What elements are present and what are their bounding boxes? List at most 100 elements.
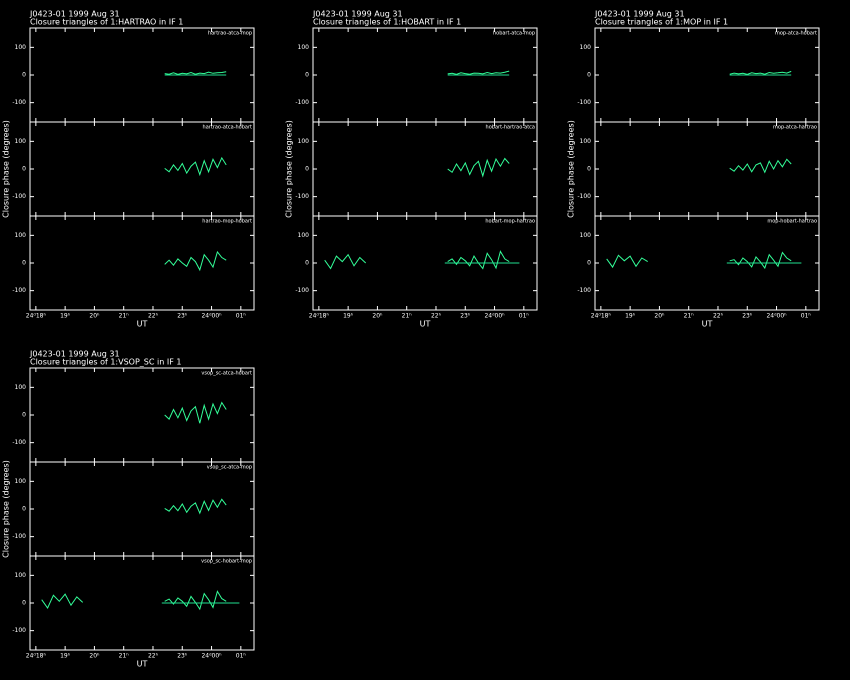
x-tick-label: 20ʰ (372, 313, 383, 320)
y-axis-label: Closure phase (degrees) (2, 120, 11, 218)
y-tick-label: 0 (587, 260, 591, 267)
y-tick-label: 100 (580, 44, 592, 51)
baseline-label: mop-atca-hartrao (773, 125, 817, 131)
chart-subtitle: Closure triangles of 1:VSOP_SC in IF 1 (30, 358, 181, 367)
x-tick-label: 20ʰ (89, 313, 100, 320)
chart-title: J0423-01 1999 Aug 31 (29, 10, 120, 19)
x-tick-label: 01ʰ (519, 313, 530, 320)
y-tick-label: 0 (587, 72, 591, 79)
data-line (164, 590, 227, 611)
baseline-label: vsop_sc-hobart-mop (201, 559, 252, 565)
y-tick-label: -100 (295, 99, 309, 106)
data-line (164, 156, 227, 177)
x-tick-label: 22ʰ (713, 313, 724, 320)
chart-title: J0423-01 1999 Aug 31 (29, 350, 120, 359)
x-tick-label: 20ʰ (89, 653, 100, 660)
y-tick-label: -100 (577, 287, 591, 294)
panel-frame (594, 121, 820, 217)
y-tick-label: -100 (12, 287, 26, 294)
y-tick-label: 0 (22, 506, 26, 513)
x-tick-label: 19ʰ (60, 653, 71, 660)
y-tick-label: -100 (12, 533, 26, 540)
x-tick-label: 23ʰ (742, 313, 753, 320)
y-tick-label: 0 (305, 166, 309, 173)
y-tick-label: 100 (298, 44, 310, 51)
x-tick-label: 24ᵈ18ʰ (26, 653, 47, 660)
x-tick-label: 01ʰ (236, 653, 247, 660)
data-line (324, 253, 367, 270)
y-tick-label: 100 (580, 232, 592, 239)
data-line (164, 401, 227, 424)
baseline-label: hobart-hartrao-atca (486, 125, 535, 131)
y-tick-label: 100 (15, 44, 27, 51)
x-tick-label: 22ʰ (148, 653, 159, 660)
y-tick-label: -100 (12, 193, 26, 200)
data-line (447, 250, 510, 270)
x-tick-label: 24ᵈ18ʰ (309, 313, 330, 320)
y-axis-label: Closure phase (degrees) (285, 120, 294, 218)
data-line (729, 251, 792, 270)
x-tick-label: 23ʰ (177, 313, 188, 320)
y-tick-label: 100 (298, 138, 310, 145)
data-line (41, 593, 84, 609)
y-tick-label: -100 (577, 99, 591, 106)
panel-frame (29, 461, 255, 557)
y-tick-label: 100 (15, 478, 27, 485)
baseline-label: hobart-atca-mop (493, 31, 535, 37)
baseline-label: mop-atca-hobart (775, 31, 817, 37)
x-tick-label: 24ᵈ18ʰ (26, 313, 47, 320)
y-tick-label: 0 (587, 166, 591, 173)
y-tick-label: 100 (15, 138, 27, 145)
data-line (729, 70, 792, 75)
chart-subtitle: Closure triangles of 1:MOP in IF 1 (595, 18, 728, 27)
x-tick-label: 01ʰ (236, 313, 247, 320)
baseline-label: hartrao-atca-hobart (203, 125, 252, 131)
baseline-label: hartrao-mop-hobart (202, 219, 252, 225)
y-tick-label: 0 (22, 166, 26, 173)
x-axis-label: UT (702, 320, 713, 329)
x-tick-label: 21ʰ (119, 653, 130, 660)
chart-subtitle: Closure triangles of 1:HARTRAO in IF 1 (30, 18, 183, 27)
x-tick-label: 24ᵈ18ʰ (591, 313, 612, 320)
x-tick-label: 19ʰ (625, 313, 636, 320)
x-tick-label: 01ʰ (801, 313, 812, 320)
x-tick-label: 20ʰ (654, 313, 665, 320)
data-line (729, 158, 792, 174)
data-line (447, 157, 510, 178)
y-tick-label: 100 (15, 232, 27, 239)
y-tick-label: -100 (295, 193, 309, 200)
panel-frame (312, 121, 538, 217)
y-tick-label: 0 (22, 600, 26, 607)
data-line (164, 71, 227, 75)
x-tick-label: 21ʰ (119, 313, 130, 320)
x-tick-label: 23ʰ (460, 313, 471, 320)
y-tick-label: -100 (295, 287, 309, 294)
baseline-label: hobart-mop-hartrao (485, 219, 535, 225)
y-tick-label: -100 (12, 99, 26, 106)
x-tick-label: 24ᵈ00ʰ (484, 313, 505, 320)
y-tick-label: 0 (22, 72, 26, 79)
y-tick-label: -100 (577, 193, 591, 200)
y-axis-label: Closure phase (degrees) (2, 460, 11, 558)
baseline-label: vsop_sc-atca-hobart (201, 371, 252, 377)
data-line (164, 498, 227, 515)
x-axis-label: UT (420, 320, 431, 329)
x-tick-label: 22ʰ (431, 313, 442, 320)
x-tick-label: 19ʰ (343, 313, 354, 320)
x-tick-label: 21ʰ (684, 313, 695, 320)
data-line (164, 250, 227, 272)
y-tick-label: 100 (580, 138, 592, 145)
chart-title: J0423-01 1999 Aug 31 (312, 10, 403, 19)
panel-frame (29, 367, 255, 463)
panel-frame (29, 215, 255, 311)
y-tick-label: 0 (305, 260, 309, 267)
data-line (606, 254, 648, 269)
x-tick-label: 24ᵈ00ʰ (201, 313, 222, 320)
baseline-label: hartrao-atca-mop (208, 31, 252, 37)
y-tick-label: 0 (22, 260, 26, 267)
x-tick-label: 19ʰ (60, 313, 71, 320)
x-tick-label: 24ᵈ00ʰ (766, 313, 787, 320)
x-axis-label: UT (137, 660, 148, 669)
baseline-label: mop-hobart-hartrao (767, 219, 817, 225)
